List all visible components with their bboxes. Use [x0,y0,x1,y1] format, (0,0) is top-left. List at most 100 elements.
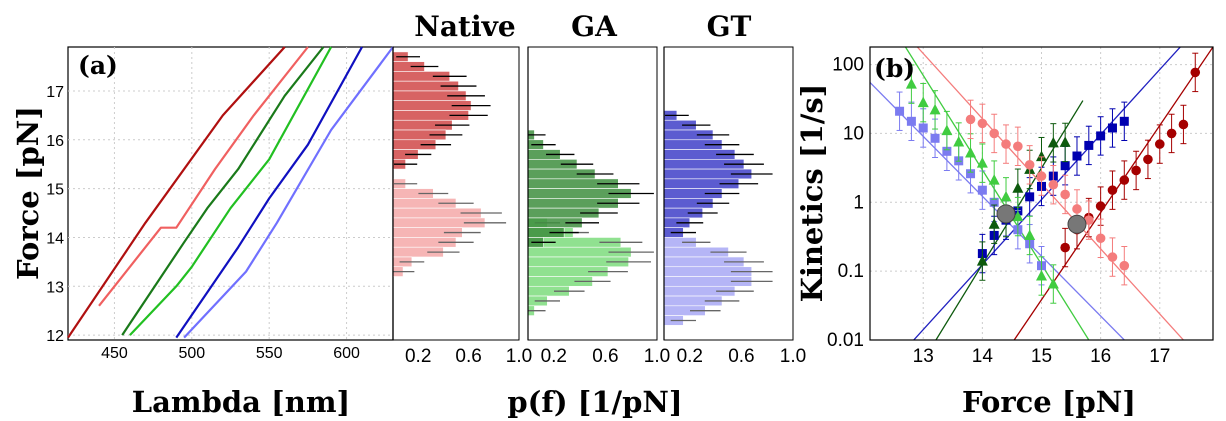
trace-line-2 [121,46,325,336]
traces-ytick-label: 16 [46,133,64,150]
histogram-native: Native 0.2 0.6 1.0 [392,10,532,367]
trace-line-0 [67,46,286,339]
histogram-ga-xtick-label: 0.2 [541,346,567,367]
traces-ytick-label: 15 [46,182,64,199]
histogram-ga-xtick-label: 1.0 [644,346,670,367]
kinetics-point-circle [977,118,988,129]
kinetics-point-triangle [1012,182,1024,193]
kinetics-point-circle [1060,242,1070,253]
histogram-gt-xtick-label: 0.6 [728,346,754,367]
kinetics-point-intersection [1067,214,1087,234]
kinetics-point-square [906,116,916,126]
traces-yticks: 12 13 14 15 16 17 [46,84,64,345]
histogram-gt-xtick-label: 0.2 [677,346,703,367]
kinetics-xtick-label: 16 [1090,346,1111,367]
kinetics-point-square [966,169,976,179]
kinetics-point-square [1107,123,1117,133]
kinetics-point-triangle [1024,229,1036,240]
histogram-ga-frame [527,46,658,341]
kinetics-point-square [989,197,999,207]
traces-ylabel: Force [pN] [11,106,45,280]
kinetics-fit-line-4 [1013,47,1213,340]
kinetics-point-circle [1060,189,1070,200]
kinetics-point-triangle [965,146,977,158]
kinetics-fit-line-3 [904,47,1090,340]
kinetics-point-triangle [941,124,953,136]
kinetics-point-circle [1143,154,1153,165]
kinetics-point-triangle [1036,150,1047,162]
traces-xtick-label: 450 [101,345,128,362]
kinetics-xtick-label: 13 [913,346,934,367]
kinetics-point-circle [1095,201,1106,211]
kinetics-xticks: 13 14 15 16 17 [913,346,1171,367]
kinetics-point-square [1025,192,1035,202]
kinetics-point-triangle [905,78,917,89]
kinetics-point-circle [1131,165,1141,176]
traces-grid [68,47,393,340]
kinetics-point-triangle [929,103,941,115]
kinetics-point-triangle [976,157,988,168]
kinetics-point-circle [1190,67,1201,78]
kinetics-ytick-label: 100 [832,55,864,76]
traces-xticks: 450 500 550 600 [101,345,360,362]
kinetics-ytick-label: 0.01 [827,330,864,351]
kinetics-point-square [977,185,987,195]
kinetics-point-circle [1084,215,1094,225]
kinetics-point-circle [1178,119,1189,130]
kinetics-point-square [1119,116,1129,126]
kinetics-xtick-label: 17 [1149,346,1170,367]
kinetics-point-circle [1154,139,1165,149]
histogram-native-title: Native [414,10,515,43]
kinetics-point-triangle [1047,136,1059,148]
traces-ytick-label: 14 [46,230,64,247]
kinetics-point-circle [1119,260,1130,271]
kinetics-panel: 0.01 0.1 1 10 100 13 14 15 16 17 (b) Kinetics [1… [795,46,1214,419]
kinetics-ytick-label: 0.1 [838,261,864,282]
histogram-gt-xtick-label: 1.0 [780,346,806,367]
kinetics-point-circle [1072,204,1082,214]
histogram-native-xtick-label: 0.2 [405,346,431,367]
kinetics-point-triangle [976,255,988,266]
kinetics-point-circle [1001,139,1011,149]
trace-line-5 [183,46,394,339]
histogram-xlabel: p(f) [1/pN] [507,385,682,419]
kinetics-point-square [918,123,928,133]
kinetics-yticks: 0.01 0.1 1 10 100 [827,55,864,351]
kinetics-point-triangle [1000,190,1012,202]
traces-xlabel: Lambda [nm] [132,385,351,419]
histogram-ga-title: GA [571,10,618,43]
histogram-ga-xtick-label: 0.6 [592,346,618,367]
kinetics-point-square [1072,151,1082,161]
histogram-native-xtick-label: 1.0 [506,346,532,367]
panel-label-a: (a) [78,51,118,80]
traces-ytick-label: 13 [46,279,64,296]
kinetics-xtick-label: 14 [972,346,994,367]
kinetics-point-triangle [988,174,1000,185]
histogram-gt: GT 0.2 0.6 1.0 [663,10,806,367]
kinetics-point-square [895,106,905,116]
histogram-gt-frame [663,46,794,341]
kinetics-point-triangle [953,136,965,147]
kinetics-ylabel: Kinetics [1/s] [795,84,829,303]
kinetics-point-circle [1024,160,1035,170]
traces-xtick-label: 600 [333,345,360,362]
kinetics-point-circle [1107,185,1118,195]
trace-line-4 [175,46,363,339]
histogram-ga: GA 0.2 0.6 1.0 [527,10,670,367]
kinetics-point-triangle [1059,136,1071,147]
histogram-native-xtick-label: 0.6 [455,346,481,367]
traces-lines [67,46,394,339]
kinetics-fit-line-5 [916,47,1184,340]
kinetics-xtick-label: 15 [1031,346,1052,367]
kinetics-point-triangle [1012,210,1024,222]
kinetics-point-square [1096,131,1106,141]
kinetics-point-square [1084,140,1094,150]
trace-line-3 [129,46,333,336]
kinetics-point-circle [965,114,976,125]
panel-label-b: (b) [874,54,915,83]
kinetics-xlabel: Force [pN] [962,385,1136,419]
kinetics-points [895,52,1201,304]
kinetics-point-circle [1036,171,1047,181]
trace-line-1 [98,46,309,307]
histogram-gt-title: GT [707,10,752,43]
